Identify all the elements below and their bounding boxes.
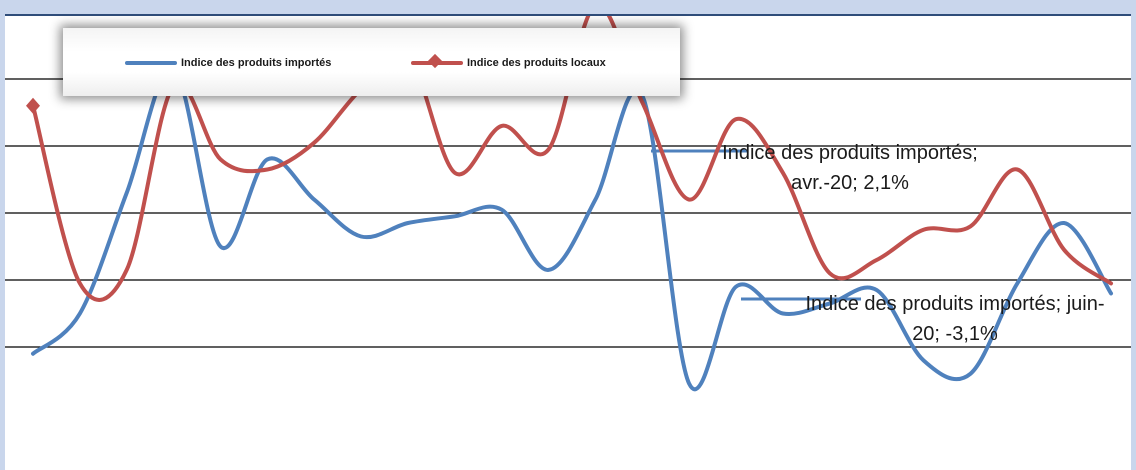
legend-item-imported: Indice des produits importés	[125, 53, 331, 73]
annotation-import-april: Indice des produits importés; avr.-20; 2…	[705, 138, 995, 198]
legend-label-local: Indice des produits locaux	[467, 57, 606, 69]
series-marker-local	[26, 97, 40, 114]
legend-label-imported: Indice des produits importés	[181, 57, 332, 69]
legend-swatch-imported	[125, 53, 177, 73]
annotation-text: Indice des produits importés; juin-20; -…	[805, 293, 1105, 345]
legend: Indice des produits importés Indice des …	[63, 28, 680, 96]
legend-swatch-local	[411, 53, 463, 73]
chart-area: Indice des produits importés; avr.-20; 2…	[5, 14, 1131, 470]
series-line-0	[31, 66, 1113, 392]
annotation-text: Indice des produits importés; avr.-20; 2…	[722, 142, 978, 194]
series-markers	[26, 97, 40, 114]
annotation-import-june: Indice des produits importés; juin-20; -…	[805, 289, 1105, 349]
legend-item-local: Indice des produits locaux	[411, 53, 606, 73]
